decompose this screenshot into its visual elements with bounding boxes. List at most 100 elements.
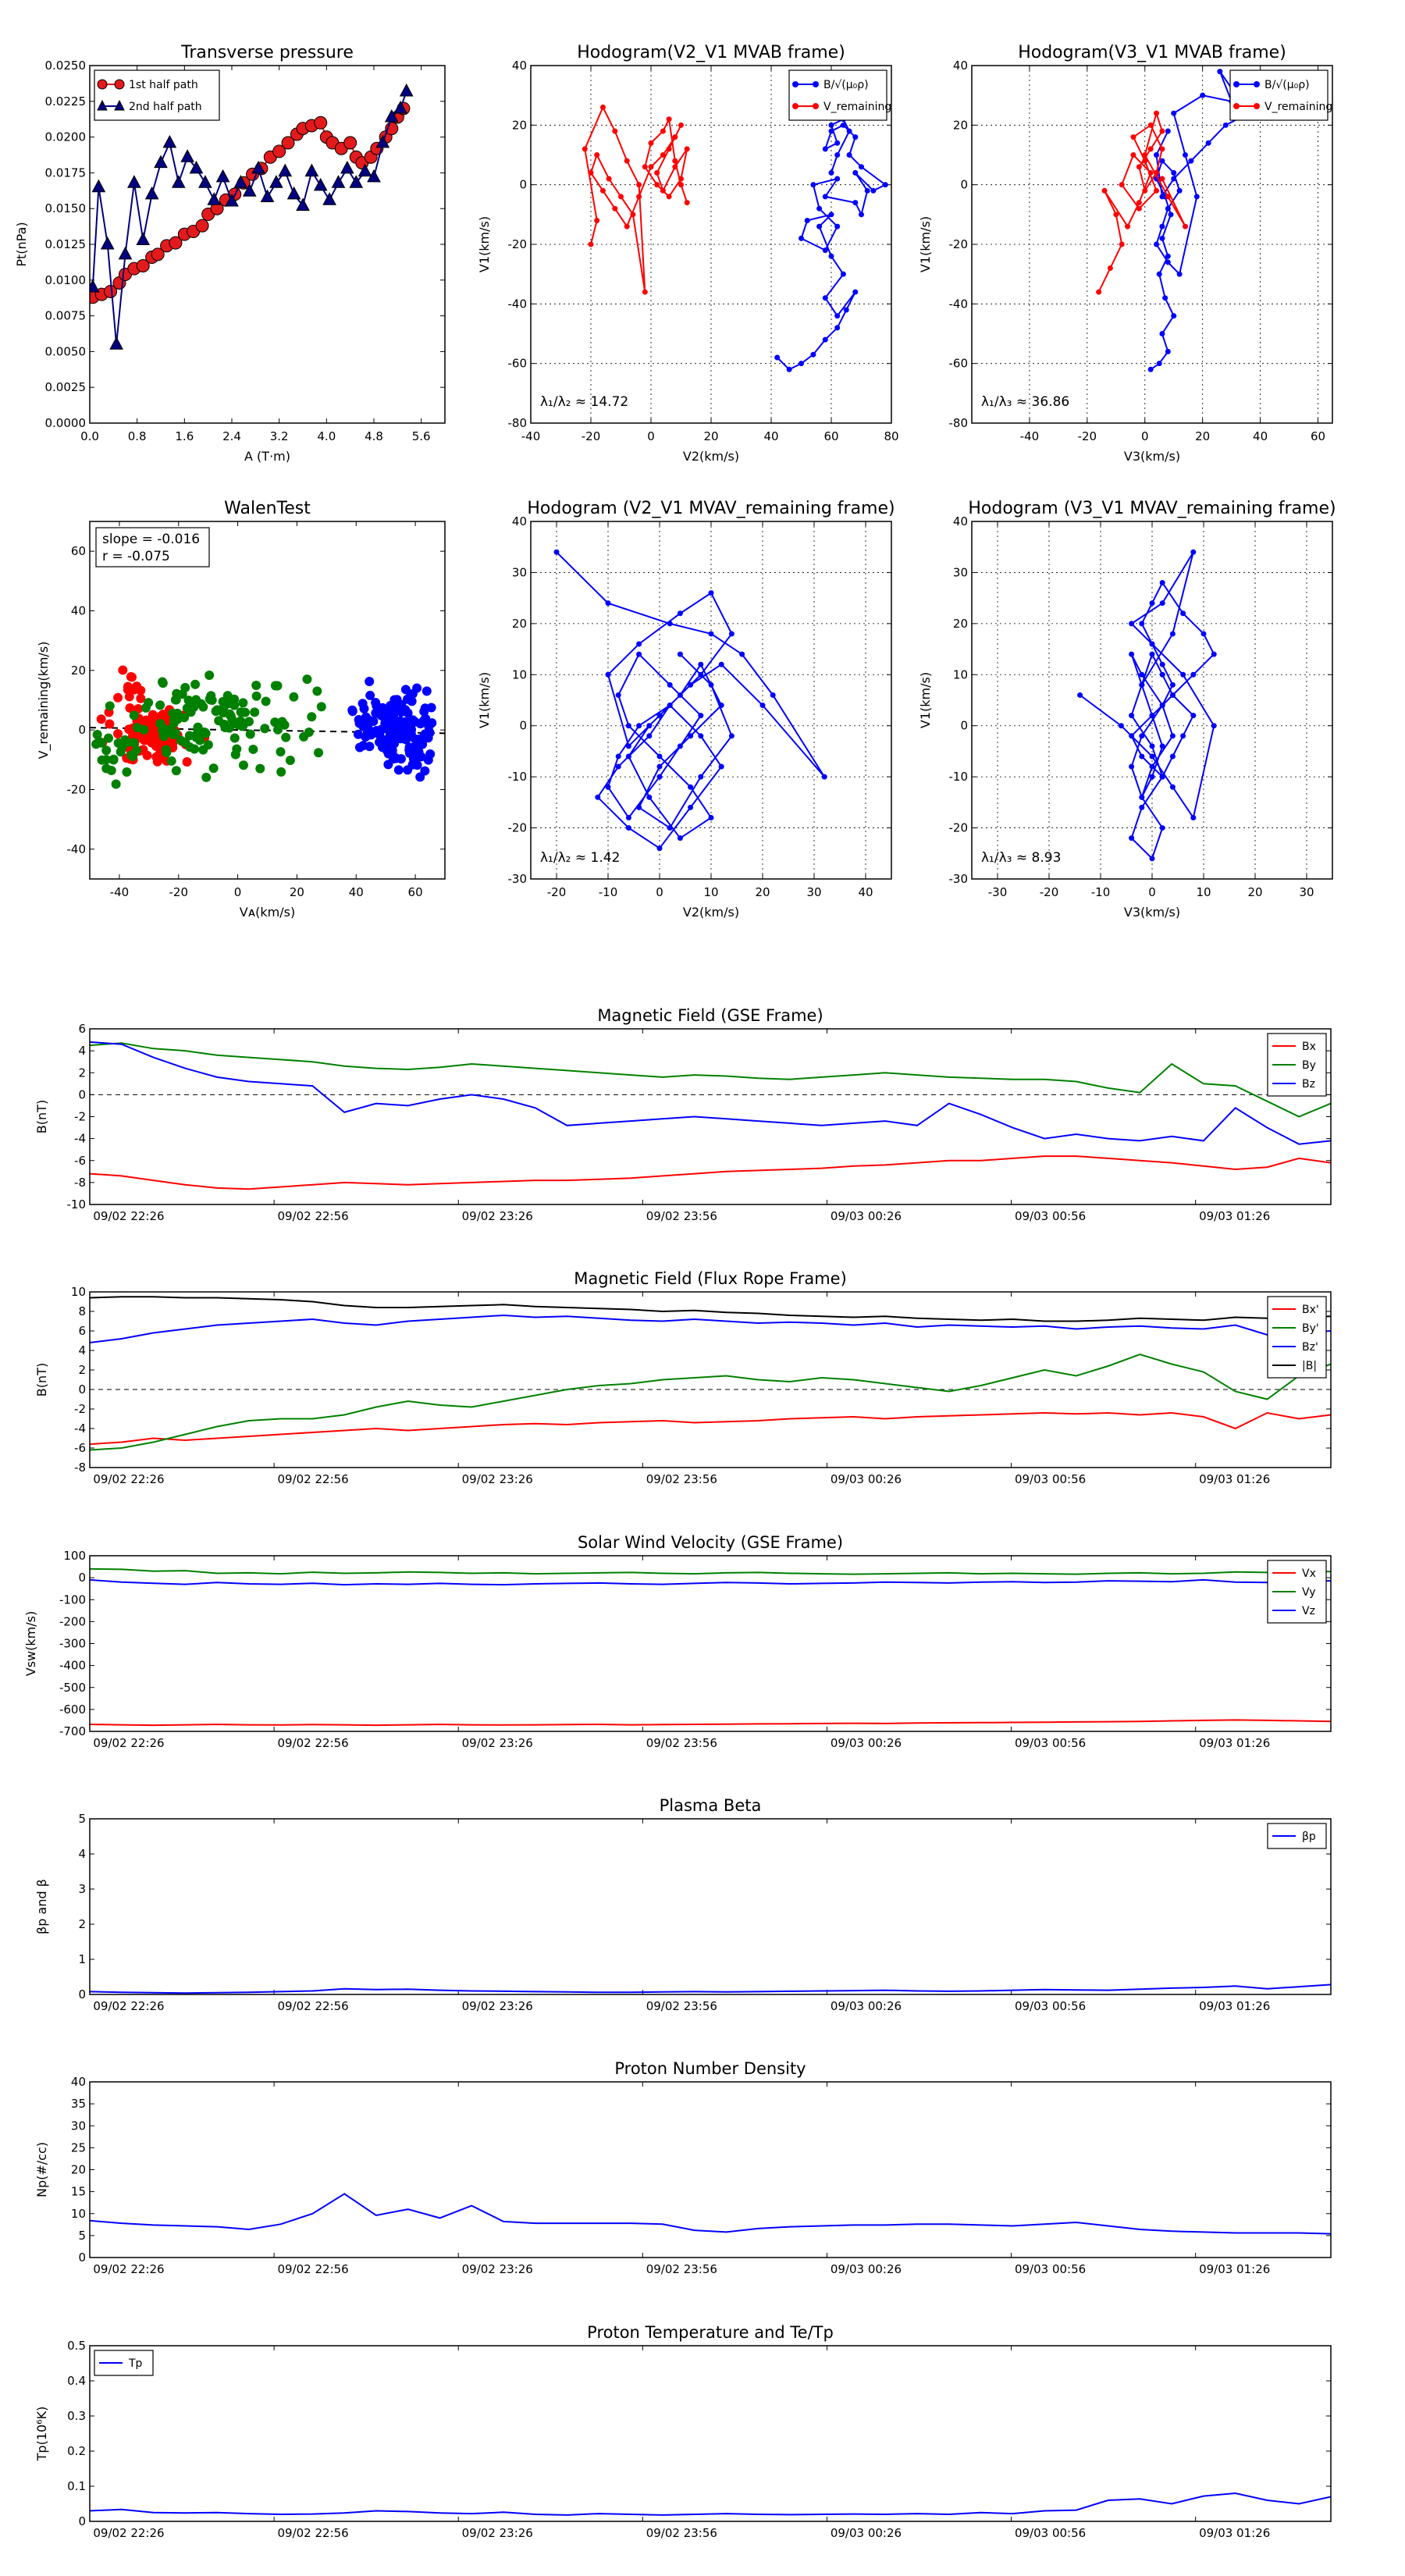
x-tick-label: 0	[1148, 885, 1156, 899]
data-point	[630, 212, 636, 218]
x-axis-label: V3(km/s)	[1124, 449, 1180, 464]
data-point	[770, 692, 776, 698]
series-2	[347, 676, 437, 782]
scatter-point	[227, 715, 237, 725]
data-point	[646, 723, 653, 729]
x-tick-label: -10	[599, 885, 618, 899]
legend-marker	[114, 79, 125, 90]
data-point	[870, 187, 877, 194]
data-point	[828, 122, 834, 128]
data-point	[180, 149, 194, 162]
scatter-point	[250, 707, 260, 717]
data-point	[718, 661, 724, 667]
scatter-point	[416, 752, 426, 762]
scatter-point	[158, 677, 168, 687]
data-point	[816, 223, 823, 229]
data-point	[840, 122, 846, 128]
data-point	[656, 713, 663, 719]
scatter-point	[198, 745, 208, 755]
scatter-point	[374, 727, 384, 737]
data-point	[1165, 128, 1171, 134]
x-axis-label: V2(km/s)	[683, 905, 739, 920]
data-point	[698, 661, 704, 667]
legend-label: Bx	[1302, 1041, 1316, 1053]
scatter-point	[201, 728, 211, 738]
data-point	[834, 223, 841, 229]
data-point	[648, 164, 654, 170]
scatter-point	[151, 742, 162, 752]
data-point	[624, 158, 630, 164]
scatter-point	[396, 729, 406, 739]
y-tick-label: -20	[508, 237, 528, 251]
data-point	[718, 703, 724, 709]
x-tick-label: 09/03 00:56	[1015, 1999, 1086, 2013]
data-point	[605, 784, 611, 790]
data-point	[636, 651, 642, 657]
x-tick-label: 60	[408, 885, 423, 899]
data-point	[774, 354, 781, 361]
data-point	[1193, 194, 1200, 200]
data-point	[1077, 692, 1083, 698]
x-tick-label: 09/02 22:56	[277, 1999, 348, 2013]
data-point	[272, 144, 286, 158]
data-point	[281, 136, 295, 150]
y-tick-label: 10	[71, 1285, 86, 1299]
y-tick-label: 0.5	[67, 2339, 86, 2353]
data-point	[1139, 671, 1145, 678]
x-tick-label: 09/02 23:26	[462, 2262, 533, 2276]
scatter-point	[425, 749, 436, 759]
plot-frame	[89, 1028, 1332, 1205]
series-line	[1097, 110, 1186, 293]
chart-title: Solar Wind Velocity (GSE Frame)	[578, 1533, 843, 1552]
scatter-point	[170, 695, 180, 705]
data-point	[804, 217, 810, 223]
data-point	[646, 794, 653, 800]
data-point	[834, 140, 841, 146]
data-point	[1171, 176, 1177, 182]
y-tick-label: 0.0075	[45, 309, 87, 323]
data-point	[1147, 366, 1154, 372]
y-tick-label: -300	[59, 1637, 86, 1651]
series-line	[90, 1984, 1331, 1994]
legend-marker	[1233, 81, 1240, 87]
data-point	[1180, 733, 1186, 739]
legend-label: By'	[1302, 1322, 1319, 1335]
scatter-point	[285, 756, 295, 766]
data-point	[154, 155, 168, 169]
data-point	[840, 271, 846, 277]
x-tick-label: 10	[703, 885, 718, 899]
legend-label: βp	[1302, 1831, 1316, 1843]
data-point	[1169, 681, 1176, 688]
data-point	[594, 152, 600, 158]
y-tick-label: -700	[59, 1724, 86, 1738]
data-point	[1169, 784, 1176, 790]
data-point	[215, 169, 230, 183]
y-tick-label: 0.0000	[45, 416, 87, 430]
x-tick-label: 40	[1253, 429, 1268, 443]
legend-label: Vz	[1302, 1605, 1315, 1617]
y-tick-label: 20	[71, 664, 86, 678]
y-tick-label: -60	[508, 357, 528, 371]
y-axis-label: V_remaining(km/s)	[36, 642, 52, 760]
plot-area	[90, 1984, 1331, 1994]
y-tick-label: -60	[949, 357, 969, 371]
data-point	[296, 197, 310, 212]
data-point	[171, 175, 186, 188]
series-line	[584, 105, 688, 293]
x-tick-label: 09/03 01:26	[1199, 2526, 1270, 2540]
x-tick-label: -40	[110, 885, 130, 899]
data-point	[90, 279, 100, 293]
chart-title: Hodogram(V2_V1 MVAB frame)	[577, 43, 845, 62]
data-point	[684, 146, 690, 152]
data-point	[195, 219, 209, 233]
legend: βp	[1267, 1823, 1327, 1849]
y-tick-label: -4	[74, 1132, 86, 1146]
legend-label: Vy	[1302, 1586, 1316, 1599]
plot-area	[90, 1296, 1331, 1451]
x-tick-label: 0	[656, 885, 663, 899]
scatter-point	[383, 749, 393, 759]
x-tick-label: 09/03 00:26	[831, 1736, 902, 1750]
data-point	[636, 182, 642, 188]
scatter-point	[191, 732, 201, 742]
data-point	[786, 366, 792, 372]
